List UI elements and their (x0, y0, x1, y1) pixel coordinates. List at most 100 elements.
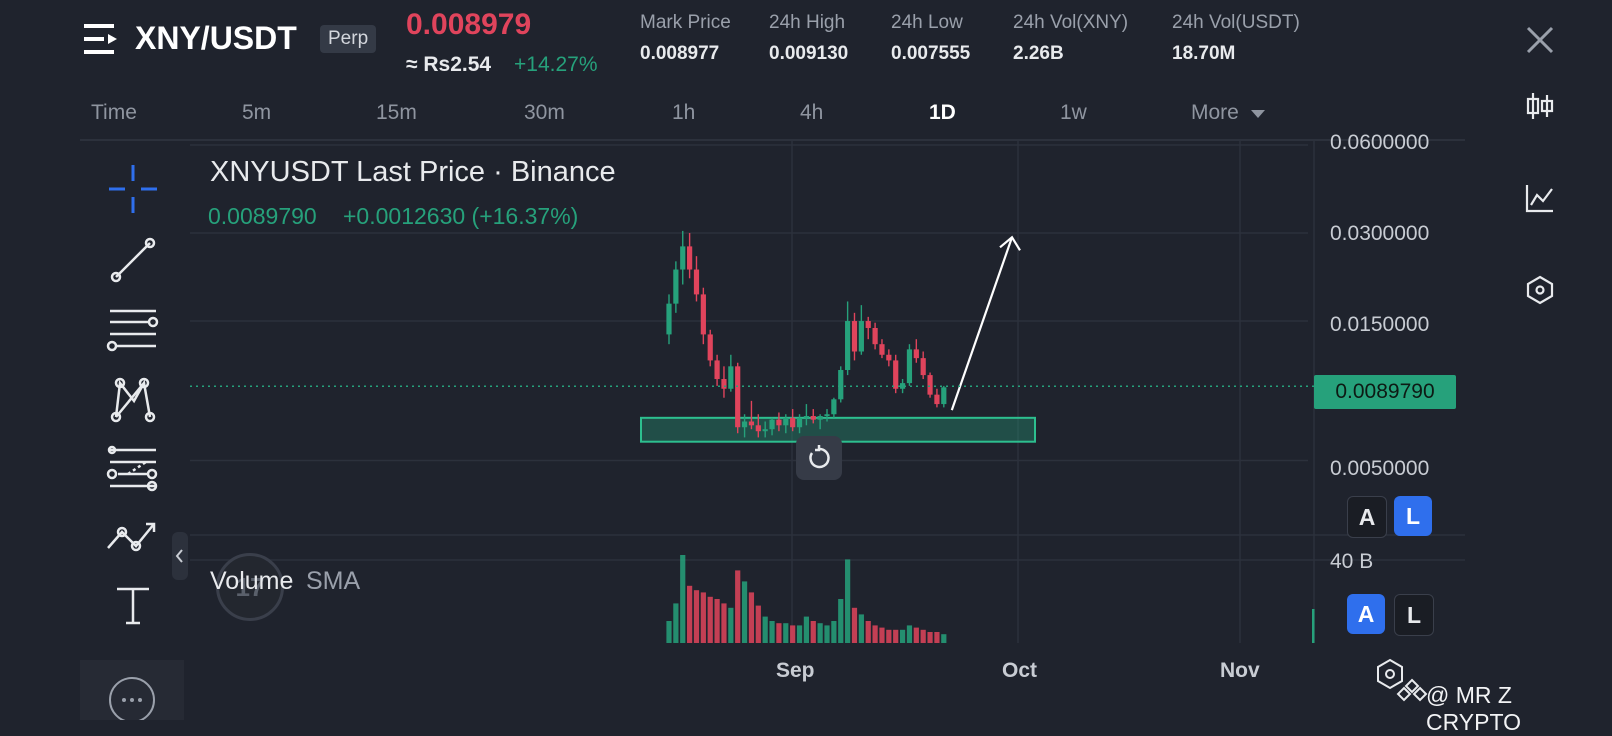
projection-arrow (950, 235, 1021, 411)
volume-bar (783, 623, 789, 643)
tab-4h[interactable]: 4h (800, 101, 824, 124)
price-chart[interactable] (0, 0, 1612, 720)
volume-bar (879, 627, 885, 643)
watermark-text: @ MR Z CRYPTO (1426, 682, 1522, 735)
volume-bar (748, 592, 755, 643)
stat-mark-price: Mark Price 0.008977 (640, 12, 731, 65)
candle-body (934, 394, 940, 405)
candle-body (728, 366, 734, 389)
stat-24h-vol-base: 24h Vol(XNY) 2.26B (1013, 12, 1128, 65)
stat-label: 24h High (769, 12, 846, 33)
candle-body (845, 321, 851, 371)
volume-log-scale-button[interactable]: L (1394, 594, 1434, 636)
path-icon[interactable] (100, 508, 166, 564)
tab-15m[interactable]: 15m (376, 101, 417, 124)
candle-body (872, 327, 878, 345)
volume-auto-scale-button[interactable]: A (1347, 594, 1385, 634)
last-price: 0.008979 (406, 8, 532, 41)
candle-body (893, 360, 899, 389)
candle-body (762, 429, 768, 432)
close-icon[interactable] (1524, 24, 1556, 56)
more-tools-icon[interactable] (80, 660, 184, 723)
trendline-icon[interactable] (100, 232, 166, 288)
candle-body (735, 366, 741, 428)
volume-bar (913, 627, 919, 643)
horizontal-lines-icon[interactable] (100, 303, 166, 359)
volume-bar (845, 559, 851, 643)
candle-body (817, 416, 823, 420)
candle-body (858, 321, 864, 352)
auto-scale-button[interactable]: A (1347, 496, 1387, 538)
candle-body (707, 334, 713, 361)
stat-label: 24h Low (891, 12, 963, 33)
candle-body (838, 370, 844, 400)
volume-bar (741, 581, 748, 643)
volume-bar (755, 605, 761, 643)
volume-bar (666, 621, 672, 643)
projection-line (950, 236, 1014, 411)
volume-bars (666, 555, 1315, 643)
collapse-toolbar-handle[interactable] (172, 532, 188, 580)
candle-body (851, 321, 858, 352)
stat-value: 0.007555 (891, 43, 971, 64)
change-percent: +14.27% (514, 53, 598, 76)
volume-bar (680, 555, 686, 643)
volume-bar (941, 634, 947, 643)
perp-badge: Perp (320, 25, 377, 53)
candle-body (748, 421, 755, 426)
symbol-title[interactable]: XNY/USDT (135, 20, 297, 56)
tab-5m[interactable]: 5m (242, 101, 272, 124)
volume-bar (769, 621, 775, 643)
volume-bar (838, 599, 844, 643)
volume-bar (810, 621, 816, 643)
volume-bar (927, 632, 933, 643)
volume-bar (762, 616, 768, 643)
volume-bar (714, 599, 720, 643)
candle-body (666, 303, 672, 335)
tab-more[interactable]: More (1191, 101, 1265, 125)
crosshair-icon[interactable] (100, 161, 166, 217)
tab-1d[interactable]: 1D (929, 101, 956, 124)
volume-bar (707, 596, 713, 643)
tab-30m[interactable]: 30m (524, 101, 565, 124)
volume-bar (851, 607, 858, 643)
local-price: ≈ Rs2.54 (406, 53, 492, 76)
stat-label: Mark Price (640, 12, 731, 33)
volume-bar (700, 592, 706, 643)
volume-bar (934, 632, 940, 643)
volume-bar (906, 625, 913, 643)
candle-body (865, 321, 871, 328)
volume-bar (735, 570, 741, 643)
candle-body (714, 360, 720, 380)
tab-1h[interactable]: 1h (672, 101, 696, 124)
projection-arrowhead (999, 235, 1021, 251)
log-scale-button[interactable]: L (1394, 496, 1432, 536)
stat-24h-vol-quote: 24h Vol(USDT) 18.70M (1172, 12, 1300, 65)
price-axis-label: 0.0150000 (1330, 313, 1430, 336)
fib-channel-icon[interactable] (100, 441, 166, 497)
volume-bar (728, 607, 734, 643)
candle-body (673, 269, 679, 304)
text-icon[interactable] (100, 578, 166, 634)
volume-bar (790, 625, 796, 643)
price-axis-label: 0.0300000 (1330, 222, 1430, 245)
volume-sma-label: SMA (306, 567, 361, 595)
pattern-icon[interactable] (100, 372, 166, 428)
menu-icon[interactable] (84, 22, 120, 56)
price-axis-label: 0.0600000 (1330, 131, 1430, 154)
indicators-icon[interactable] (1518, 176, 1562, 220)
volume-bar (687, 585, 693, 643)
candle-body (796, 417, 803, 428)
settings-hex-icon[interactable] (1518, 268, 1562, 312)
time-axis-label: Oct (1002, 659, 1038, 682)
candlestick-icon[interactable] (1518, 84, 1562, 128)
tab-time[interactable]: Time (91, 101, 137, 124)
candle-body (886, 354, 892, 361)
candles (666, 230, 947, 438)
reset-chart-button[interactable] (796, 436, 842, 480)
tab-1w[interactable]: 1w (1060, 101, 1087, 124)
candle-body (680, 246, 686, 270)
reset-icon (809, 445, 830, 469)
volume-logo-circle: 17 (216, 553, 284, 621)
tab-more-label: More (1191, 101, 1239, 124)
